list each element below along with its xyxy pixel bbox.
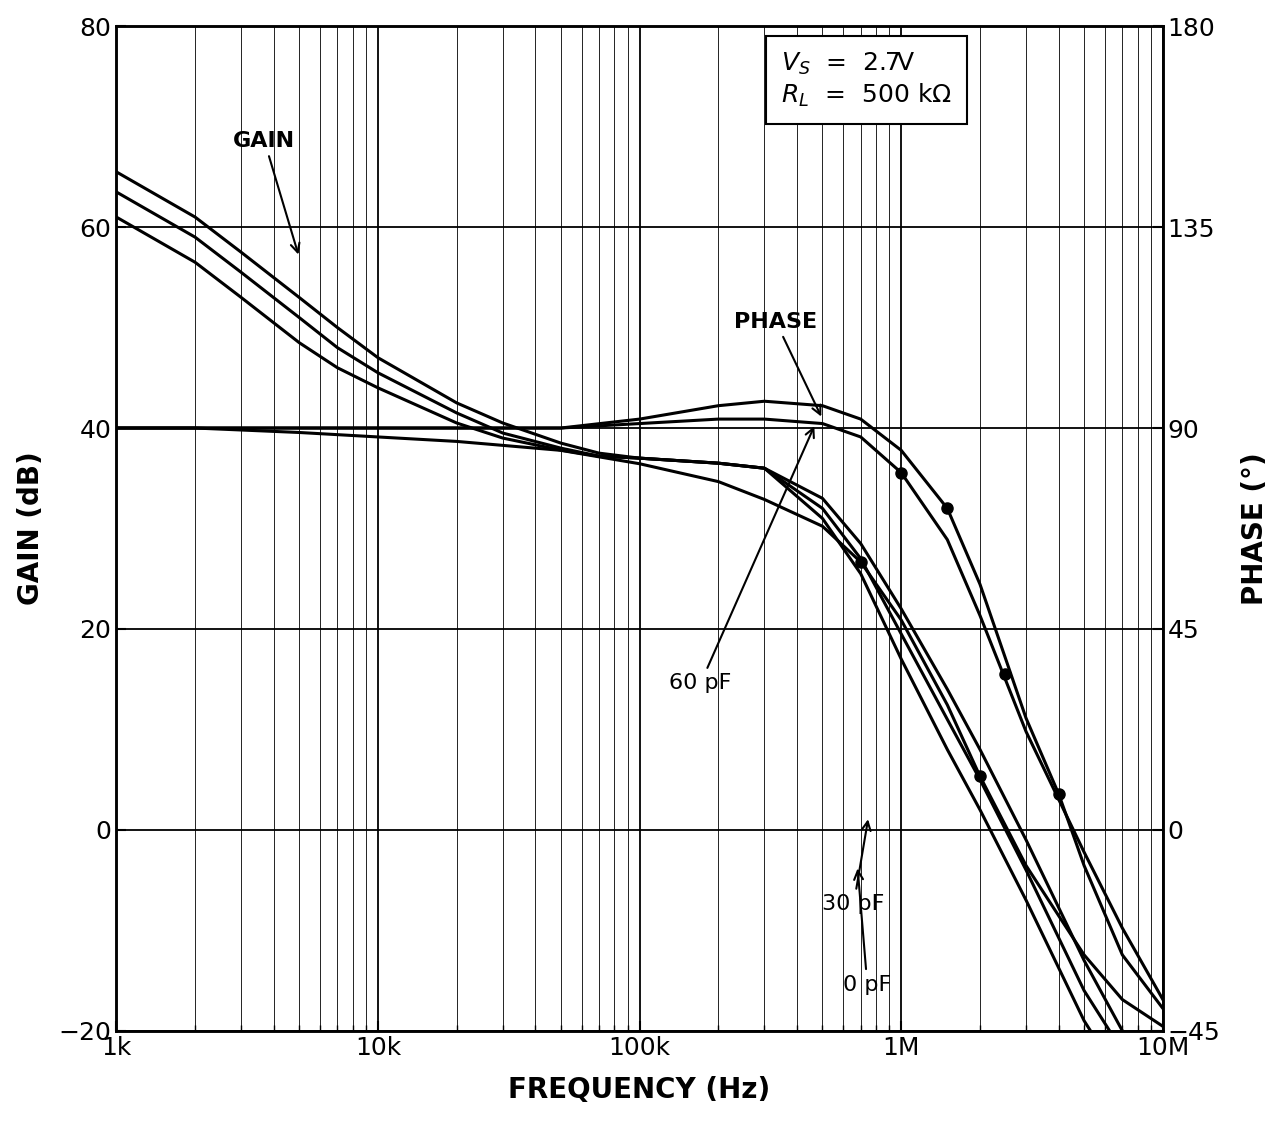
Text: GAIN: GAIN [233,131,300,252]
Y-axis label: PHASE (°): PHASE (°) [1241,452,1269,605]
Text: 60 pF: 60 pF [670,428,814,693]
Text: PHASE: PHASE [734,312,820,415]
Text: $V_S$  =  2.7V
$R_L$  =  500 k$\Omega$: $V_S$ = 2.7V $R_L$ = 500 k$\Omega$ [781,52,952,109]
X-axis label: FREQUENCY (Hz): FREQUENCY (Hz) [508,1076,770,1104]
Text: 30 pF: 30 pF [823,822,885,915]
Y-axis label: GAIN (dB): GAIN (dB) [17,452,45,605]
Text: 0 pF: 0 pF [844,871,891,994]
